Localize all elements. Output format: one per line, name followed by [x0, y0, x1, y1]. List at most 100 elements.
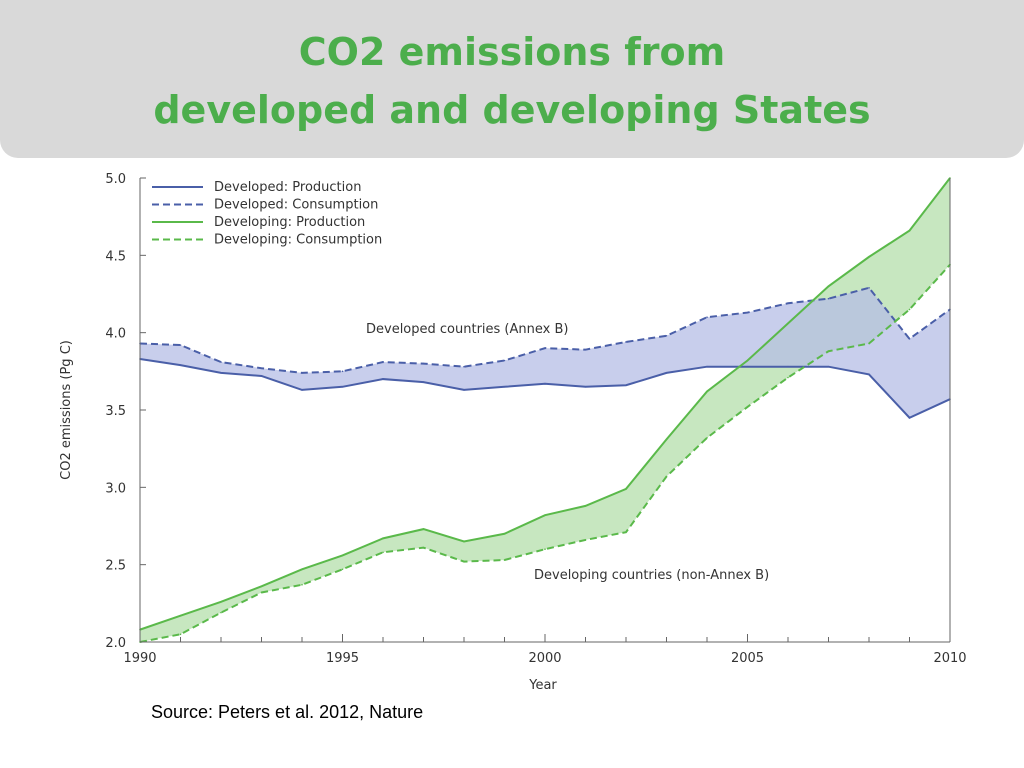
- data-point: [382, 361, 384, 363]
- data-point: [908, 416, 911, 419]
- x-tick-label: 2000: [528, 651, 561, 666]
- data-point: [868, 287, 870, 289]
- data-point: [908, 229, 911, 232]
- data-point: [827, 285, 830, 288]
- data-point: [868, 256, 870, 258]
- data-point: [544, 347, 546, 349]
- legend-entry-3: Developing: Consumption: [214, 233, 382, 248]
- data-point: [382, 537, 384, 540]
- y-tick-label: 3.0: [105, 481, 126, 496]
- data-point: [220, 600, 222, 603]
- data-point: [625, 531, 627, 533]
- data-point: [260, 591, 263, 594]
- data-point: [827, 365, 830, 368]
- data-point: [625, 488, 627, 490]
- y-tick-label: 4.0: [105, 327, 126, 342]
- y-tick-label: 3.5: [105, 404, 126, 419]
- data-point: [544, 382, 546, 385]
- page-title-line-1: CO2 emissions from: [298, 30, 726, 74]
- data-point: [584, 505, 587, 507]
- data-point: [220, 361, 222, 363]
- data-point: [341, 568, 344, 571]
- data-point: [463, 365, 465, 368]
- annotation-developing: Developing countries (non-Annex B): [534, 568, 769, 583]
- x-tick-label: 2005: [731, 651, 764, 666]
- emissions-chart: 1990 1995 2000 2005 2010 2.0 2.5 3.0 3.5 4.0 4.5 5.…: [59, 172, 967, 693]
- data-point: [665, 372, 668, 374]
- data-point: [584, 539, 587, 541]
- annotation-developed: Developed countries (Annex B): [366, 322, 568, 337]
- data-point: [341, 554, 344, 557]
- page-title-line-2: developed and developing States: [153, 88, 871, 132]
- data-point: [706, 390, 708, 393]
- data-point: [260, 375, 263, 377]
- x-tick-label: 1990: [123, 651, 156, 666]
- data-point: [625, 341, 627, 343]
- data-point: [827, 350, 830, 353]
- data-point: [341, 370, 344, 373]
- data-point: [503, 559, 506, 561]
- data-point: [706, 316, 708, 318]
- data-point: [787, 376, 789, 379]
- data-point: [179, 633, 182, 636]
- data-point: [260, 585, 263, 588]
- data-point: [422, 381, 425, 383]
- y-tick-label: 4.5: [105, 249, 126, 264]
- developed-band-area: [140, 287, 950, 418]
- data-point: [422, 528, 425, 530]
- data-point: [665, 475, 668, 478]
- title-banner: CO2 emissions from developed and develop…: [0, 0, 1024, 158]
- data-point: [544, 514, 546, 516]
- data-point: [868, 342, 870, 345]
- data-point: [665, 334, 668, 337]
- data-point: [787, 302, 789, 305]
- y-tick-label: 2.5: [105, 559, 126, 574]
- y-tick-label: 2.0: [105, 636, 126, 651]
- data-point: [382, 378, 384, 380]
- data-point: [260, 367, 263, 370]
- data-point: [746, 311, 749, 314]
- data-point: [220, 372, 222, 374]
- data-point: [463, 560, 465, 563]
- x-tick-label: 2010: [933, 651, 966, 666]
- data-point: [179, 344, 182, 346]
- data-point: [868, 373, 870, 376]
- data-point: [706, 365, 708, 368]
- y-tick-label: 5.0: [105, 172, 126, 187]
- data-point: [746, 406, 749, 408]
- data-point: [665, 438, 668, 441]
- data-point: [827, 297, 830, 300]
- data-point: [503, 386, 506, 388]
- x-axis-label: Year: [528, 678, 557, 693]
- data-point: [301, 372, 303, 374]
- source-citation: Source: Peters et al. 2012, Nature: [151, 702, 424, 722]
- data-point: [746, 365, 749, 368]
- legend-entry-0: Developed: Production: [214, 180, 361, 195]
- data-point: [382, 551, 384, 554]
- data-point: [544, 548, 546, 550]
- data-point: [908, 338, 911, 340]
- data-point: [301, 568, 303, 571]
- data-point: [503, 359, 506, 362]
- data-point: [301, 389, 303, 391]
- data-point: [463, 389, 465, 391]
- data-point: [179, 614, 182, 617]
- data-point: [706, 437, 708, 439]
- data-point: [787, 322, 789, 325]
- data-point: [584, 348, 587, 351]
- data-point: [422, 546, 425, 549]
- legend-entry-1: Developed: Consumption: [214, 198, 378, 213]
- data-point: [341, 386, 344, 388]
- data-point: [746, 359, 749, 362]
- data-point: [908, 308, 911, 311]
- legend-entry-2: Developing: Production: [214, 215, 365, 230]
- data-point: [503, 532, 506, 535]
- data-point: [787, 365, 789, 368]
- data-point: [301, 583, 303, 586]
- series-line-3: [139, 263, 951, 643]
- data-point: [422, 362, 425, 365]
- data-point: [625, 384, 627, 387]
- x-tick-label: 1995: [326, 651, 359, 666]
- data-point: [220, 611, 222, 614]
- data-point: [179, 364, 182, 366]
